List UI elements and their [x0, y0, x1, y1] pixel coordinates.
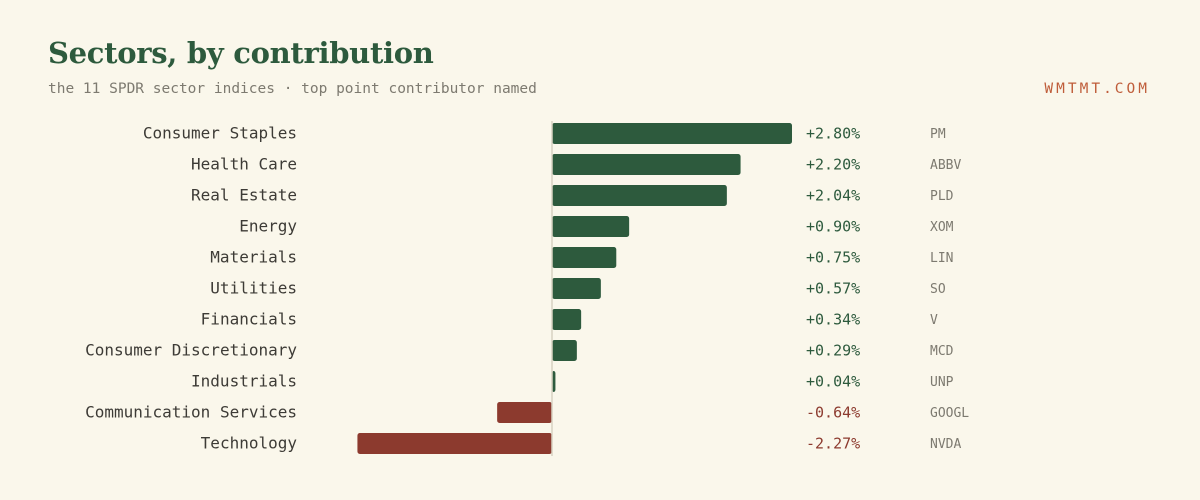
brand-link[interactable]: WMTMT.COM — [1044, 81, 1150, 97]
bar — [552, 371, 556, 392]
category-label: Health Care — [191, 155, 297, 174]
contributor-ticker: MCD — [930, 344, 954, 359]
contributor-ticker: V — [930, 313, 938, 328]
value-label: +0.34% — [806, 311, 860, 329]
category-label: Consumer Staples — [143, 124, 297, 143]
bar — [552, 247, 617, 268]
bar — [552, 278, 601, 299]
bar — [497, 402, 552, 423]
category-label: Consumer Discretionary — [85, 341, 297, 360]
bar — [552, 123, 792, 144]
category-label: Energy — [239, 217, 297, 236]
value-label: +0.57% — [806, 280, 860, 298]
bar — [552, 216, 630, 237]
contributor-ticker: UNP — [930, 375, 954, 390]
value-label: -0.64% — [806, 404, 860, 422]
category-label: Utilities — [210, 279, 297, 298]
category-label: Materials — [210, 248, 297, 267]
bar — [552, 154, 741, 175]
contributor-ticker: LIN — [930, 251, 953, 266]
contributor-ticker: PLD — [930, 189, 954, 204]
contributor-ticker: PM — [930, 127, 946, 142]
value-label: -2.27% — [806, 435, 860, 453]
contributor-ticker: XOM — [930, 220, 954, 235]
category-label: Real Estate — [191, 186, 297, 205]
category-label: Technology — [201, 434, 298, 453]
bar — [552, 309, 582, 330]
bar — [552, 340, 577, 361]
value-label: +0.90% — [806, 218, 860, 236]
category-label: Industrials — [191, 372, 297, 391]
value-label: +0.04% — [806, 373, 860, 391]
contributor-ticker: GOOGL — [930, 406, 969, 421]
contributor-ticker: NVDA — [930, 437, 961, 452]
bar — [357, 433, 552, 454]
value-label: +2.80% — [806, 125, 860, 143]
value-label: +2.04% — [806, 187, 860, 205]
category-label: Communication Services — [85, 403, 297, 422]
value-label: +2.20% — [806, 156, 860, 174]
chart-subtitle: the 11 SPDR sector indices · top point c… — [48, 81, 537, 97]
value-label: +0.29% — [806, 342, 860, 360]
contributor-ticker: ABBV — [930, 158, 961, 173]
contributor-ticker: SO — [930, 282, 946, 297]
value-label: +0.75% — [806, 249, 860, 267]
chart-title: Sectors, by contribution — [48, 36, 434, 70]
bar — [552, 185, 727, 206]
category-label: Financials — [201, 310, 297, 329]
